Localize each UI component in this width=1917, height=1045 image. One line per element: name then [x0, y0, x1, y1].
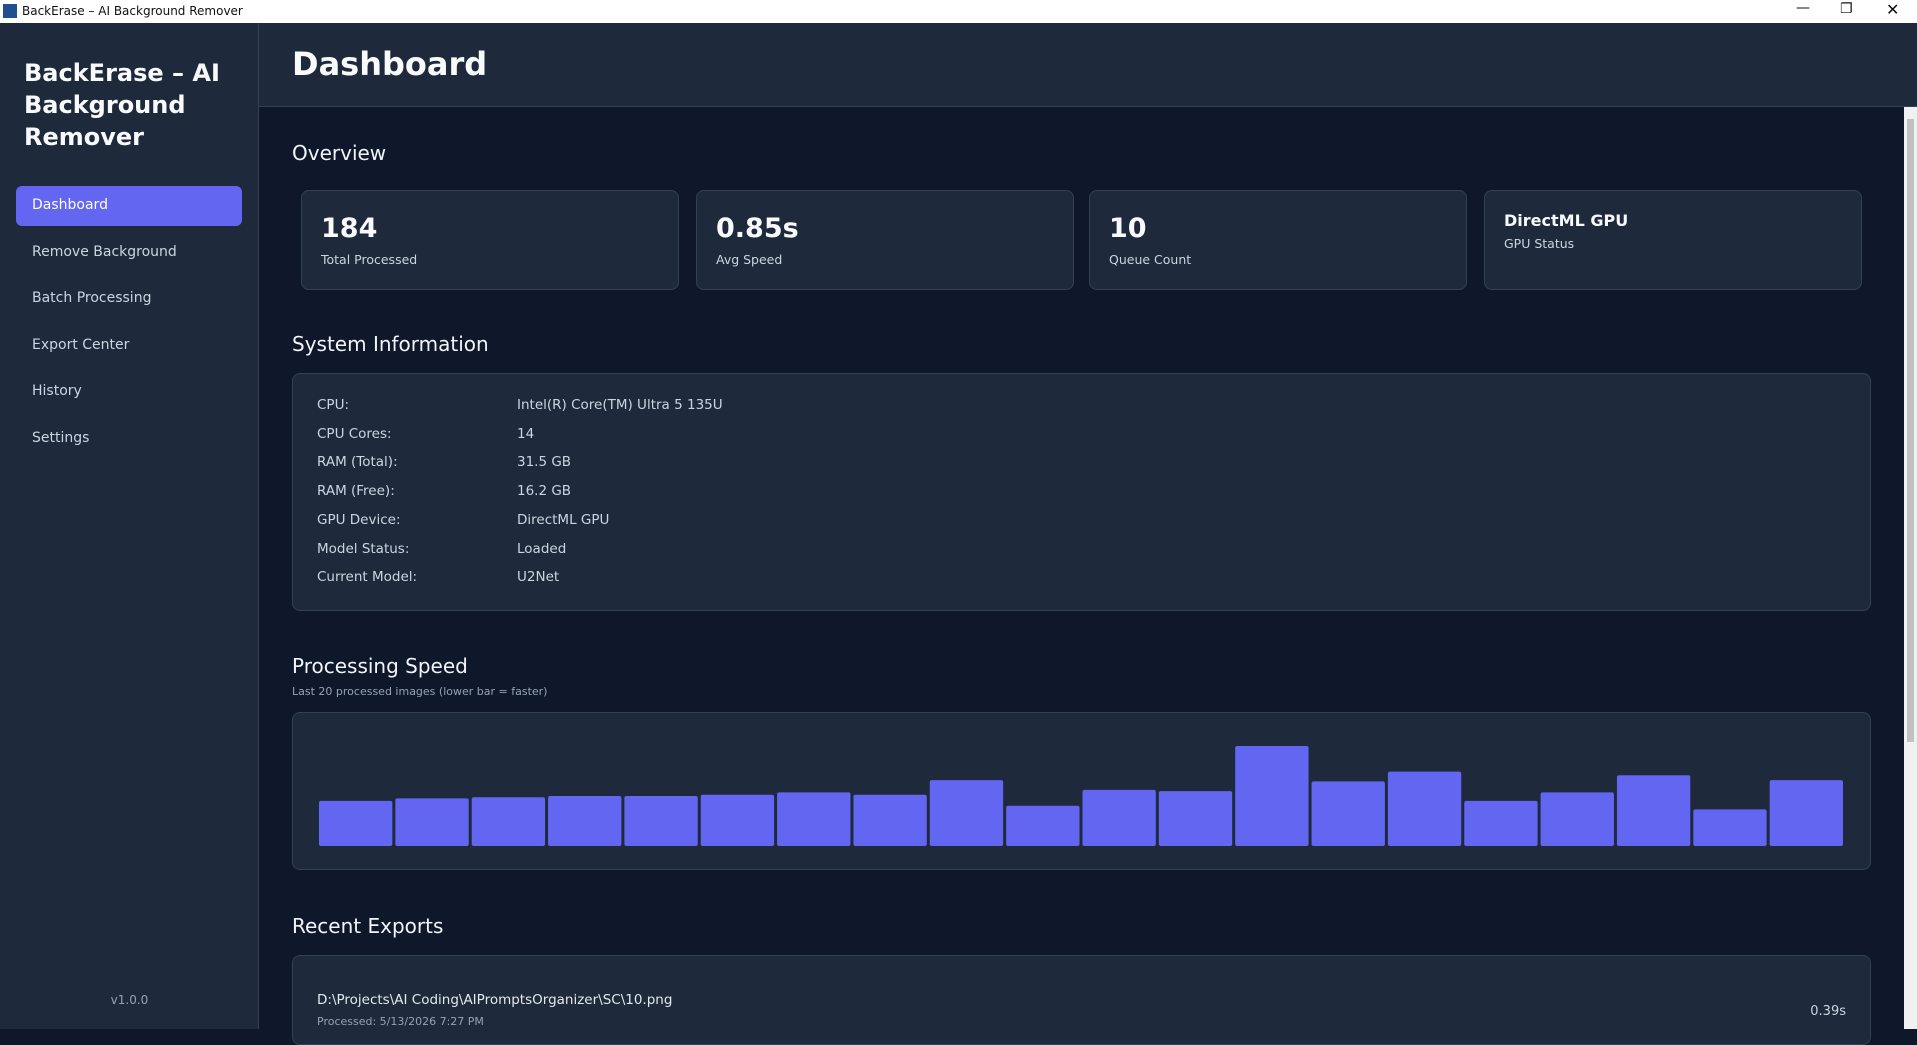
stat-card: [696, 190, 1074, 290]
nav-item[interactable]: History: [32, 383, 82, 400]
info-key: CPU Cores:: [317, 425, 392, 442]
scroll-thumb[interactable]: [1907, 119, 1914, 742]
stat-label: Total Processed: [321, 252, 418, 267]
chart: [292, 712, 1871, 870]
nav-item[interactable]: Remove Background: [32, 243, 177, 260]
stat-card: [301, 190, 679, 290]
info-value: Intel(R) Core(TM) Ultra 5 135U: [517, 397, 723, 413]
export-date: Processed: 5/13/2026 7:27 PM: [317, 1015, 484, 1028]
stat-value: 184: [321, 213, 378, 244]
app-title: BackErase – AI Background Remover: [24, 59, 220, 151]
info-key: Current Model:: [317, 569, 418, 586]
bar: [1540, 792, 1614, 846]
bar: [319, 800, 393, 846]
stat-card: [1089, 190, 1467, 290]
info-key: CPU:: [317, 397, 349, 413]
minimize[interactable]: —: [1796, 0, 1810, 16]
page-title: Dashboard: [292, 45, 488, 83]
info-value: DirectML GPU: [517, 511, 610, 528]
info-value: 14: [517, 425, 535, 442]
restore[interactable]: ❐: [1840, 1, 1853, 17]
info-key: RAM (Total):: [317, 454, 398, 471]
window-title: BackErase – AI Background Remover: [22, 4, 243, 18]
stat-value: 10: [1109, 213, 1147, 244]
stat-card: [1484, 190, 1862, 290]
header: Dashboard: [259, 23, 1917, 107]
bar: [929, 780, 1004, 846]
bar: [1235, 745, 1309, 846]
bar: [1464, 800, 1538, 846]
stat-value: DirectML GPU: [1504, 211, 1629, 230]
export-path: D:\Projects\AI Coding\AIPromptsOrganizer…: [317, 992, 673, 1008]
info-value: Loaded: [517, 540, 567, 557]
section-title: Recent Exports: [292, 914, 444, 938]
bar: [1387, 771, 1462, 846]
info-value: 16.2 GB: [517, 483, 572, 500]
bar: [548, 795, 622, 846]
bar: [1158, 791, 1233, 846]
info-key: GPU Device:: [317, 511, 401, 528]
bar: [777, 792, 851, 846]
chart-subtitle: Last 20 processed images (lower bar = fa…: [292, 685, 548, 698]
info-key: RAM (Free):: [317, 483, 395, 500]
bar: [1616, 775, 1691, 846]
bar: [1769, 780, 1843, 846]
bar: [853, 794, 927, 846]
stat-label: Avg Speed: [716, 252, 783, 267]
section-title: System Information: [292, 332, 489, 356]
title-bar: BackErase – AI Background Remover — ❐ ✕: [0, 0, 1917, 23]
bar: [1693, 809, 1767, 846]
info-value: 31.5 GB: [517, 454, 572, 471]
nav-item[interactable]: Settings: [32, 430, 90, 446]
bar: [395, 798, 469, 846]
stat-label: GPU Status: [1504, 236, 1575, 251]
sidebar: BackErase – AI Background Remover v1.0.0…: [0, 23, 259, 1029]
scrollbar[interactable]: [1904, 107, 1917, 1029]
info-key: Model Status:: [317, 540, 410, 557]
section-title: Overview: [292, 141, 387, 165]
export-time: 0.39s: [1810, 1004, 1846, 1019]
nav-item[interactable]: Batch Processing: [32, 290, 152, 307]
bar: [1311, 781, 1385, 846]
nav-item[interactable]: Export Center: [32, 336, 130, 353]
chart-title: Processing Speed: [292, 654, 468, 678]
bar: [1006, 805, 1080, 846]
stat-value: 0.85s: [716, 213, 799, 244]
bar: [700, 794, 775, 846]
bar: [471, 797, 546, 846]
app-icon: [3, 4, 17, 18]
stat-label: Queue Count: [1109, 252, 1192, 267]
nav-item[interactable]: Dashboard: [16, 186, 242, 226]
version: v1.0.0: [110, 993, 149, 1007]
info-value: U2Net: [517, 569, 560, 586]
bar: [624, 795, 698, 846]
system-panel: [292, 373, 1871, 611]
close[interactable]: ✕: [1886, 0, 1900, 19]
bar: [1082, 789, 1156, 846]
